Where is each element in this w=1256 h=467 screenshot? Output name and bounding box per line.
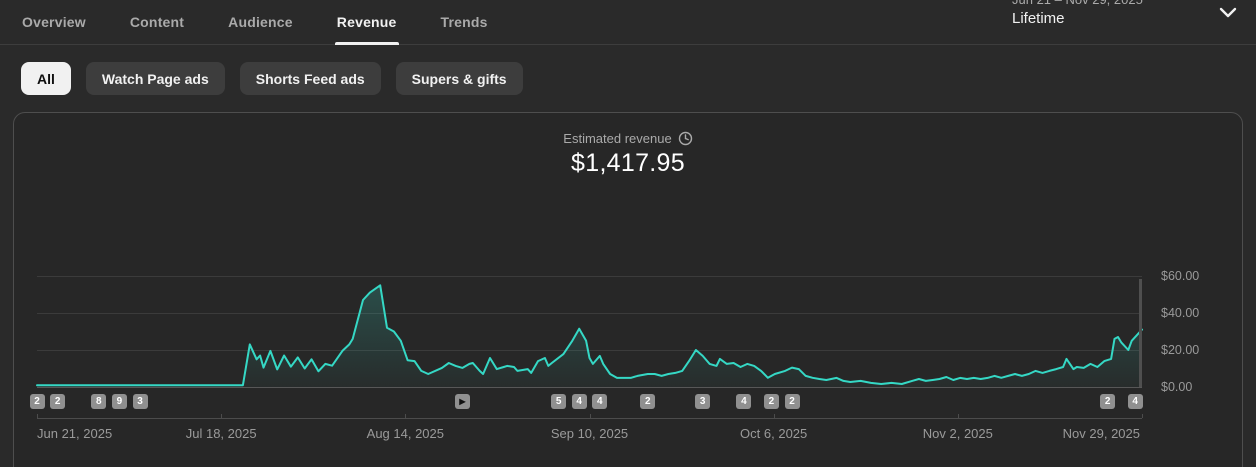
tab-revenue[interactable]: Revenue: [334, 0, 399, 45]
video-marker-badge[interactable]: 2: [640, 394, 656, 409]
x-tick-mark: [957, 414, 959, 418]
revenue-line-svg: [36, 284, 1143, 387]
revenue-area-path: [37, 285, 1142, 387]
chip-all[interactable]: All: [21, 62, 71, 95]
date-range-text: Jun 21 – Nov 29, 2025: [1012, 0, 1143, 7]
analytics-top-nav: Overview Content Audience Revenue Trends Jun…: [0, 0, 1256, 45]
video-marker-play-icon[interactable]: ▶: [455, 394, 470, 409]
x-tick-label: Nov 29, 2025: [1062, 426, 1140, 441]
clock-icon[interactable]: [678, 131, 693, 146]
video-marker-badge[interactable]: 2: [784, 394, 800, 409]
video-marker-badge[interactable]: 4: [571, 394, 587, 409]
x-tick-mark: [221, 414, 223, 418]
video-marker-badge[interactable]: 9: [111, 394, 127, 409]
chevron-down-icon[interactable]: [1217, 5, 1239, 21]
video-marker-badge[interactable]: 3: [695, 394, 711, 409]
metric-header: Estimated revenue: [14, 130, 1242, 148]
y-tick-label: $0.00: [1161, 380, 1193, 394]
y-tick-label: $20.00: [1161, 343, 1200, 357]
video-marker-badge[interactable]: 4: [592, 394, 608, 409]
video-marker-row: 2 2 8 9 3 ▶ 5 4 4 2 3 4 2 2 2 4: [14, 113, 1242, 467]
x-tick-mark: [1142, 414, 1143, 418]
gridline-40: [37, 313, 1142, 314]
revenue-line-path: [36, 284, 1143, 387]
revenue-filter-chips: All Watch Page ads Shorts Feed ads Supers &…: [21, 62, 523, 95]
estimated-revenue-card: Estimated revenue $1,417.95: [13, 112, 1243, 467]
revenue-line-chart[interactable]: [36, 271, 1143, 387]
gridline-20: [37, 350, 1142, 351]
x-tick-label: Nov 2, 2025: [922, 426, 993, 441]
tab-audience[interactable]: Audience: [228, 14, 293, 30]
metric-title: Estimated revenue: [563, 131, 672, 146]
tab-trends[interactable]: Trends: [440, 14, 488, 30]
metric-total-value: $1,417.95: [571, 149, 685, 177]
y-tick-label: $40.00: [1161, 306, 1200, 320]
x-tick-mark: [773, 414, 775, 418]
x-tick-label: Jun 21, 2025: [37, 426, 113, 441]
chip-watch-page-ads[interactable]: Watch Page ads: [85, 62, 225, 95]
tab-content[interactable]: Content: [129, 14, 185, 30]
video-marker-badge[interactable]: 8: [91, 394, 107, 409]
x-tick-mark: [589, 414, 591, 418]
chip-supers-gifts[interactable]: Supers & gifts: [395, 62, 523, 95]
video-marker-badge[interactable]: 2: [50, 394, 66, 409]
video-marker-badge[interactable]: 2: [1100, 394, 1116, 409]
gridline-60: [37, 276, 1142, 277]
analytics-tabs: Overview Content Audience Revenue Trends: [20, 0, 490, 45]
video-marker-badge[interactable]: 2: [29, 394, 45, 409]
x-tick-mark: [37, 414, 38, 418]
x-tick-label: Oct 6, 2025: [740, 426, 808, 441]
date-range-selector[interactable]: Jun 21 – Nov 29, 2025 Lifetime: [1012, 0, 1143, 27]
video-marker-badge[interactable]: 5: [551, 394, 567, 409]
x-axis-line: [37, 418, 1142, 419]
x-tick-label: Sep 10, 2025: [550, 426, 629, 441]
period-label: Lifetime: [1012, 10, 1065, 27]
video-marker-badge[interactable]: 2: [763, 394, 779, 409]
x-tick-mark: [405, 414, 407, 418]
current-period-indicator-bar: [1139, 279, 1142, 387]
chip-shorts-feed-ads[interactable]: Shorts Feed ads: [239, 62, 381, 95]
x-tick-label: Jul 18, 2025: [185, 426, 257, 441]
gridline-0: [37, 387, 1142, 388]
tab-overview[interactable]: Overview: [22, 14, 86, 30]
y-tick-label: $60.00: [1161, 269, 1200, 283]
video-marker-badge[interactable]: 3: [132, 394, 148, 409]
x-tick-label: Aug 14, 2025: [366, 426, 445, 441]
video-marker-badge[interactable]: 4: [736, 394, 752, 409]
video-marker-badge[interactable]: 4: [1127, 394, 1143, 409]
